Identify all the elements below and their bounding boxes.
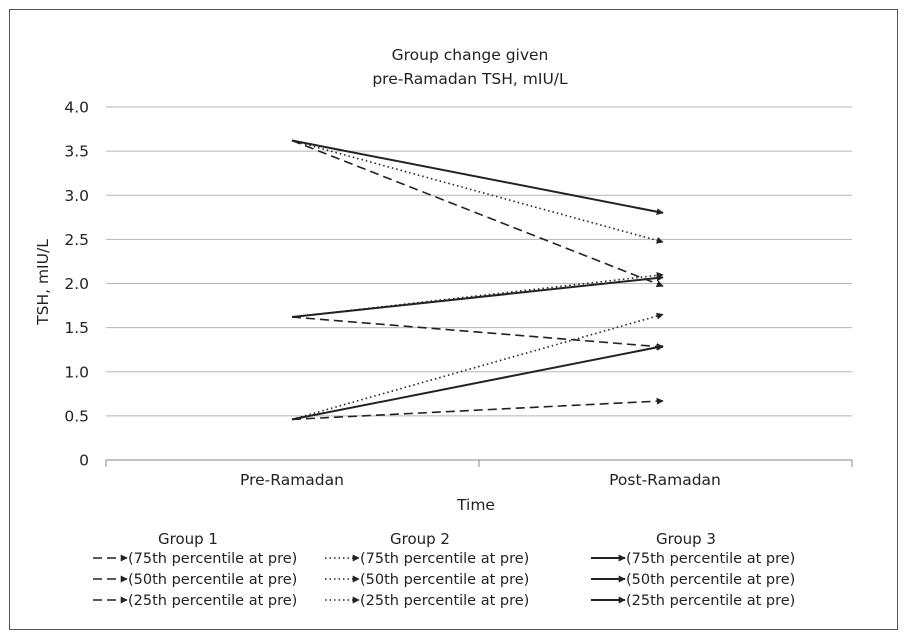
series-line: [291, 316, 664, 351]
legend-item-label: (50th percentile at pre): [626, 572, 795, 588]
chart-title-line-2: pre-Ramadan TSH, mIU/L: [372, 70, 568, 88]
legend-item-label: (25th percentile at pre): [128, 593, 297, 609]
y-tick-label: 3.0: [64, 187, 89, 205]
gridlines: [106, 106, 852, 417]
legend-group-title: Group 2: [390, 530, 450, 548]
series-line: [291, 343, 664, 421]
legend-item-label: (50th percentile at pre): [360, 572, 529, 588]
x-category-label: Pre-Ramadan: [240, 471, 344, 489]
legend-item-label: (75th percentile at pre): [360, 551, 529, 567]
series-line: [291, 274, 664, 319]
legend-item-label: (75th percentile at pre): [626, 551, 795, 567]
series-layer: [291, 139, 664, 421]
legend-item-label: (50th percentile at pre): [128, 572, 297, 588]
y-tick-label: 0: [79, 452, 89, 470]
series-line: [291, 139, 664, 216]
chart-title-line-1: Group change given: [392, 46, 549, 64]
y-tick-label: 1.5: [64, 319, 89, 337]
y-tick-label: 1.0: [64, 363, 89, 381]
x-axis-title: Time: [456, 496, 495, 514]
series-line: [291, 139, 664, 244]
legend-item-label: (75th percentile at pre): [128, 551, 297, 567]
x-category-label: Post-Ramadan: [609, 471, 721, 489]
legend-group-title: Group 3: [656, 530, 716, 548]
legend: Group 1 (75th percentile at pre) (50th per…: [93, 530, 795, 609]
y-tick-label: 2.5: [64, 231, 89, 249]
legend-item-label: (25th percentile at pre): [360, 593, 529, 609]
legend-item-label: (25th percentile at pre): [626, 593, 795, 609]
series-line: [291, 271, 664, 318]
y-tick-label: 0.5: [64, 407, 89, 425]
series-line: [291, 139, 664, 288]
y-tick-label: 3.5: [64, 143, 89, 161]
y-tick-label: 2.0: [64, 275, 89, 293]
series-line: [291, 397, 664, 421]
y-axis-title: TSH, mIU/L: [34, 239, 52, 326]
y-tick-labels: 0 0.5 1.0 1.5 2.0 2.5 3.0 3.5 4.0: [64, 99, 89, 470]
series-line: [291, 312, 664, 421]
y-tick-label: 4.0: [64, 99, 89, 117]
chart-frame: [9, 9, 898, 630]
legend-group-title: Group 1: [158, 530, 218, 548]
